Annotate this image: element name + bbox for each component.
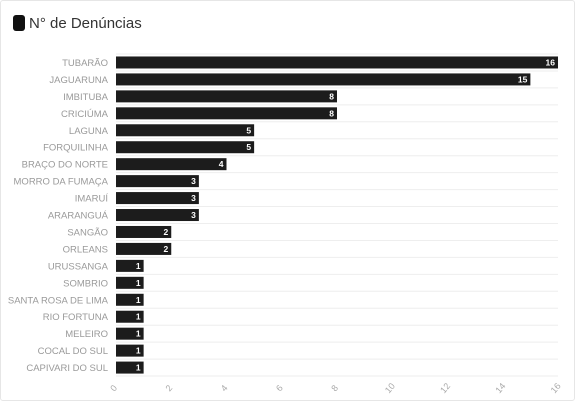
category-label: FORQUILINHA (43, 143, 109, 154)
category-label: IMARUÍ (75, 194, 109, 205)
category-label: SOMBRIO (63, 278, 108, 289)
data-label: 4 (219, 159, 224, 169)
category-label: CAPIVARI DO SUL (26, 363, 108, 374)
bar (116, 259, 144, 272)
bar (116, 209, 199, 222)
x-tick-label: 0 (108, 383, 119, 393)
data-label: 3 (191, 193, 196, 203)
bar (116, 158, 227, 171)
data-label: 5 (246, 125, 251, 135)
category-label: ARARANGUÁ (48, 211, 109, 222)
category-label: BRAÇO DO NORTE (22, 160, 108, 171)
legend-label: N° de Denúncias (29, 14, 142, 32)
data-label: 1 (136, 295, 141, 305)
category-label: CRICIÚMA (61, 109, 109, 120)
bar (116, 192, 199, 205)
x-tick-label: 6 (274, 383, 285, 393)
category-label: TUBARÃO (62, 58, 108, 69)
data-label: 1 (136, 278, 141, 288)
bar (116, 225, 172, 238)
category-label: COCAL DO SUL (38, 346, 108, 357)
bar (116, 293, 144, 306)
bar (116, 276, 144, 289)
data-label: 1 (136, 329, 141, 339)
x-tick-label: 14 (493, 381, 507, 395)
bar (116, 90, 337, 103)
category-label: SANTA ROSA DE LIMA (8, 295, 109, 306)
data-label: 1 (136, 346, 141, 356)
data-label: 15 (518, 74, 528, 84)
category-label: JAGUARUNA (49, 75, 108, 86)
data-label: 1 (136, 363, 141, 373)
x-tick-label: 4 (219, 383, 230, 393)
category-label: RIO FORTUNA (43, 312, 109, 323)
data-label: 16 (546, 57, 556, 67)
data-label: 3 (191, 210, 196, 220)
bar (116, 175, 199, 188)
x-tick-label: 2 (164, 383, 175, 393)
legend: N° de Denúncias (13, 12, 142, 34)
data-label: 8 (329, 108, 334, 118)
bar (116, 73, 531, 86)
bar (116, 344, 144, 357)
category-label: ORLEANS (63, 244, 108, 255)
data-label: 8 (329, 91, 334, 101)
category-label: IMBITUBA (63, 92, 109, 103)
data-label: 1 (136, 261, 141, 271)
category-label: SANGÃO (67, 227, 108, 238)
bar (116, 242, 172, 255)
data-label: 1 (136, 312, 141, 322)
bar (116, 124, 255, 137)
bar (116, 327, 144, 340)
bar (116, 141, 255, 154)
data-label: 5 (246, 142, 251, 152)
category-label: URUSSANGA (48, 261, 109, 272)
x-tick-label: 8 (329, 383, 340, 393)
bar (116, 107, 337, 120)
bar (116, 310, 144, 323)
x-tick-label: 16 (549, 381, 563, 395)
legend-swatch (13, 15, 25, 31)
category-label: LAGUNA (69, 126, 109, 137)
x-tick-label: 10 (383, 381, 397, 395)
bar (116, 56, 558, 69)
x-tick-label: 12 (438, 381, 452, 395)
data-label: 2 (164, 227, 169, 237)
data-label: 2 (164, 244, 169, 254)
category-label: MORRO DA FUMAÇA (14, 177, 109, 188)
data-label: 3 (191, 176, 196, 186)
category-label: MELEIRO (65, 329, 108, 340)
bar (116, 361, 144, 374)
